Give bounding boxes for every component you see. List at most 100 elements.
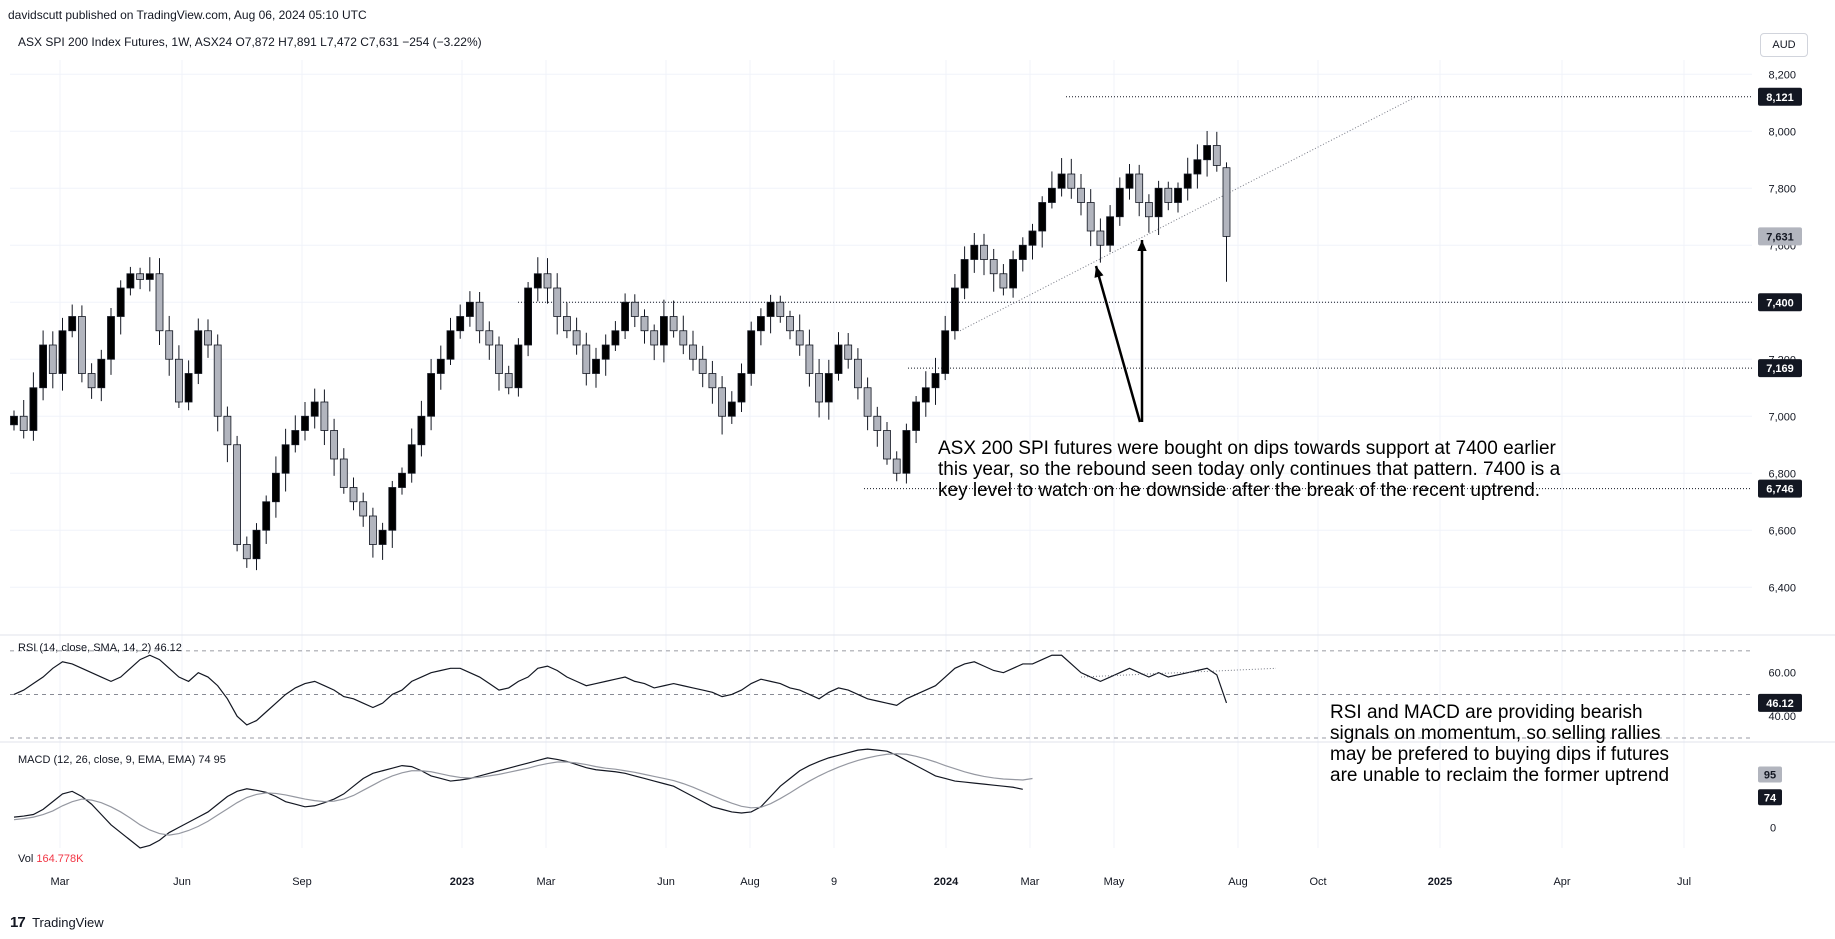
candle-up (1009, 259, 1017, 289)
candle-up (1174, 187, 1182, 203)
macd-legend[interactable]: MACD (12, 26, close, 9, EMA, EMA) 74 95 (18, 754, 226, 766)
candle-up (262, 501, 271, 531)
rsi-value-label: 46.12 (1766, 698, 1794, 710)
tradingview-logo[interactable]: 17 TradingView (10, 914, 104, 931)
candle-down (242, 544, 251, 560)
candle-down (805, 344, 814, 374)
rsi-legend[interactable]: RSI (14, close, SMA, 14, 2) 46.12 (18, 642, 182, 654)
candle-down (1077, 187, 1085, 203)
candle-up (97, 358, 106, 389)
candle-down (786, 316, 794, 332)
uptrend-line (959, 96, 1417, 332)
price-tick-label: 8,000 (1768, 126, 1796, 138)
candle-down (204, 330, 212, 346)
candle-down (854, 358, 862, 389)
macd-value-label: 95 (1764, 769, 1776, 781)
candle-up (184, 373, 193, 403)
price-badge-label: 8,121 (1766, 92, 1794, 104)
volume-value: 164.778K (36, 853, 84, 865)
grid-lines (0, 60, 1835, 848)
volume-label: Vol (18, 853, 34, 865)
volume-legend[interactable]: Vol 164.778K (18, 853, 83, 865)
candle-up (194, 330, 203, 374)
time-tick-label: Apr (1553, 876, 1570, 888)
candle-up (10, 415, 18, 426)
candle-down (844, 344, 853, 360)
time-tick-label: 9 (831, 876, 837, 888)
candle-down (999, 273, 1008, 289)
price-badge-label: 6,746 (1766, 484, 1794, 496)
candle-up (921, 387, 930, 403)
candle-down (368, 515, 377, 545)
price-badges: 8,121 7,631 7,400 7,169 6,746 46.12 95 74 (1758, 87, 1802, 806)
candle-up (1057, 173, 1066, 189)
price-badge (1758, 359, 1802, 378)
time-tick-label: Mar (1021, 876, 1040, 888)
rsi-pane (10, 650, 1752, 739)
candle-down (19, 415, 28, 431)
macd-value-label: 74 (1764, 792, 1777, 804)
candle-down (1212, 145, 1221, 166)
candle-down (689, 344, 697, 360)
time-tick-label: Mar (51, 876, 70, 888)
candles (10, 130, 1231, 571)
candle-down (863, 387, 872, 417)
candle-up (116, 287, 125, 317)
candle-up (592, 358, 600, 374)
currency-button[interactable]: AUD (1760, 33, 1808, 57)
candle-down (980, 244, 988, 260)
candle-up (1028, 230, 1037, 246)
price-badge-label: 7,169 (1766, 363, 1794, 375)
main-annotation: ASX 200 SPI futures were bought on dips … (938, 438, 1560, 501)
tradingview-brand: TradingView (32, 915, 104, 930)
horizontal-levels (518, 96, 1752, 490)
candle-down (339, 458, 348, 488)
candle-up (747, 330, 756, 374)
signal-line (13, 753, 1033, 836)
candle-up (757, 316, 765, 332)
candle-up (601, 344, 610, 360)
candle-up (281, 444, 290, 474)
candle-down (892, 458, 901, 474)
candle-down (1086, 202, 1095, 232)
price-tick-label: 7,000 (1768, 411, 1796, 423)
candle-down (504, 373, 513, 389)
candle-down (349, 487, 358, 503)
main-annotation-line: ASX 200 SPI futures were bought on dips … (938, 438, 1556, 459)
candle-up (611, 330, 620, 346)
candle-up (446, 330, 455, 360)
candle-down (1164, 187, 1173, 203)
candle-up (1018, 244, 1027, 260)
price-badge (1758, 227, 1802, 246)
price-badge (1758, 293, 1802, 312)
candle-down (582, 344, 591, 374)
candle-up (524, 287, 532, 346)
rsi-line (13, 654, 1228, 726)
macd-value-badge (1758, 766, 1782, 783)
candle-down (1145, 202, 1153, 218)
trendlines (959, 96, 1417, 332)
candle-down (320, 401, 329, 431)
macd-pane (13, 748, 1033, 849)
candle-up (727, 401, 736, 417)
candle-up (941, 330, 950, 374)
price-tick-label: 6,800 (1768, 468, 1796, 480)
candle-up (126, 273, 135, 289)
candle-up (1048, 187, 1056, 203)
momentum-annotation: RSI and MACD are providing bearish signa… (1330, 702, 1669, 786)
symbol-legend[interactable]: ASX SPI 200 Index Futures, 1W, ASX24 O7,… (18, 35, 482, 49)
publisher-line: davidscutt published on TradingView.com,… (8, 8, 367, 22)
candle-down (553, 287, 562, 317)
time-tick-label: 2024 (934, 876, 959, 888)
candle-up (465, 301, 474, 317)
candle-down (87, 373, 96, 389)
candle-up (621, 301, 629, 332)
candle-down (572, 330, 581, 346)
candle-down (1067, 173, 1076, 189)
candle-up (824, 373, 833, 403)
candle-down (815, 373, 823, 403)
time-axis: Mar Jun Sep 2023 Mar Jun Aug 9 2024 Mar May Aug Oct 2… (51, 876, 1692, 888)
price-axis: 6,4006,6006,8007,0007,2007,4007,6007,800… (1768, 69, 1796, 834)
candle-up (252, 529, 261, 560)
